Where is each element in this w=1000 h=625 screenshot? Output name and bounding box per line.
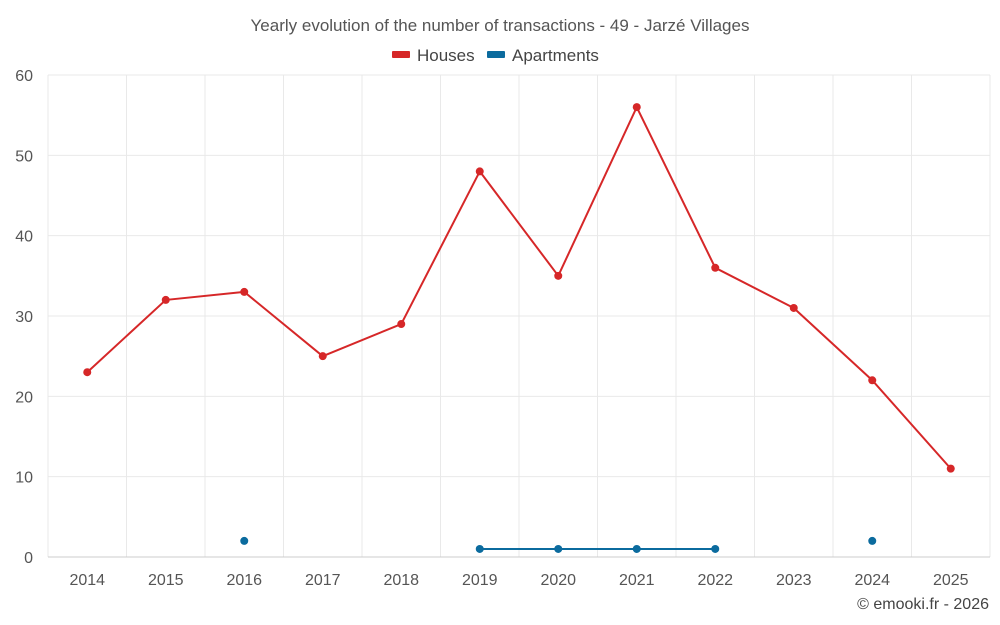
x-tick-label: 2025 [933,572,969,589]
data-point-houses[interactable] [397,320,406,329]
legend-label-apartments: Apartments [512,46,599,65]
x-tick-label: 2024 [854,572,890,589]
series-apartments [240,536,877,553]
data-point-apartments[interactable] [475,544,484,553]
x-tick-label: 2023 [776,572,812,589]
y-tick-label: 40 [15,229,33,246]
x-tick-label: 2016 [226,572,262,589]
series [83,103,955,553]
series-houses [83,103,955,473]
axes: 0 10 20 30 40 50 60 2014 2015 2016 2017 2018 2019 202… [15,68,990,589]
data-point-apartments[interactable] [632,544,641,553]
y-tick-label: 50 [15,148,33,165]
data-point-houses[interactable] [711,263,720,272]
x-tick-label: 2022 [697,572,733,589]
data-point-apartments[interactable] [868,536,877,545]
data-point-houses[interactable] [868,376,877,385]
credit-text: © emooki.fr - 2026 [857,596,989,613]
y-tick-label: 60 [15,68,33,85]
grid [47,74,991,557]
legend-swatch-houses [392,51,410,58]
data-point-houses[interactable] [240,287,249,296]
x-tick-label: 2015 [148,572,184,589]
x-tick-label: 2021 [619,572,655,589]
data-point-houses[interactable] [318,352,327,361]
data-point-houses[interactable] [789,303,798,312]
x-tick-label: 2014 [69,572,105,589]
y-tick-label: 20 [15,389,33,406]
data-point-apartments[interactable] [554,544,563,553]
x-tick-label: 2020 [540,572,576,589]
chart-title: Yearly evolution of the number of transa… [251,16,750,35]
legend: Houses Apartments [392,46,599,65]
data-point-houses[interactable] [161,295,170,304]
legend-swatch-apartments [487,51,505,58]
y-tick-label: 10 [15,470,33,487]
data-point-houses[interactable] [475,167,484,176]
data-point-houses[interactable] [632,103,641,112]
x-tick-label: 2019 [462,572,498,589]
series-line-houses [86,106,952,470]
legend-item-apartments[interactable]: Apartments [487,46,599,65]
data-point-apartments[interactable] [711,544,720,553]
data-point-houses[interactable] [83,368,92,377]
x-tick-label: 2018 [383,572,419,589]
data-point-apartments[interactable] [240,536,249,545]
y-tick-label: 0 [24,550,33,567]
legend-item-houses[interactable]: Houses [392,46,475,65]
data-point-houses[interactable] [554,271,563,280]
y-tick-label: 30 [15,309,33,326]
legend-label-houses: Houses [417,46,475,65]
x-tick-label: 2017 [305,572,341,589]
data-point-houses[interactable] [946,464,955,473]
